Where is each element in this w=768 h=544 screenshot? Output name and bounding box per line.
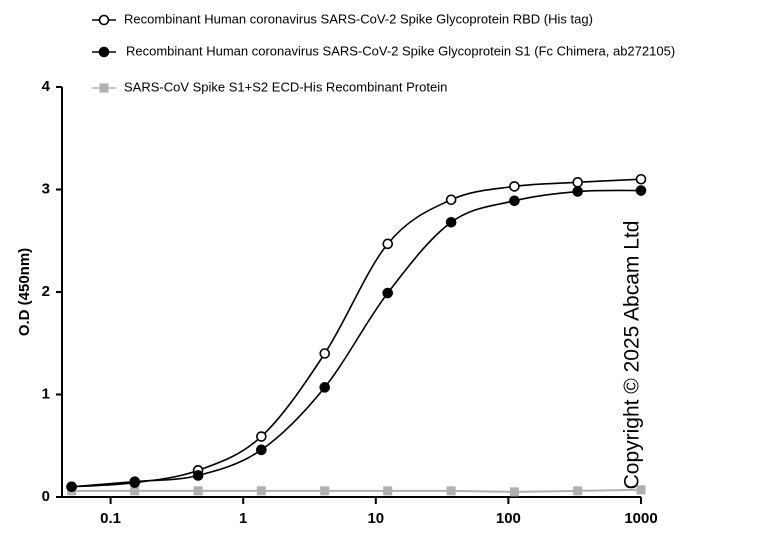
marker	[319, 348, 331, 359]
marker	[573, 486, 583, 496]
marker	[193, 486, 203, 496]
marker	[319, 382, 331, 393]
x-tick-label: 10	[367, 510, 384, 527]
marker	[320, 486, 330, 496]
marker	[256, 444, 267, 456]
marker	[192, 470, 204, 481]
marker	[256, 486, 266, 496]
x-tick-label: 100	[496, 510, 521, 527]
legend-marker	[98, 14, 110, 26]
marker	[445, 194, 457, 206]
marker	[129, 476, 141, 487]
y-tick-label: 1	[42, 385, 50, 402]
x-tick-label: 1	[239, 510, 247, 527]
x-tick-label: 1000	[624, 510, 657, 527]
legend-marker	[99, 83, 109, 93]
y-axis-label: O.D (450nm)	[16, 248, 33, 336]
legend-marker	[98, 46, 110, 58]
marker	[445, 217, 457, 228]
marker	[635, 173, 647, 185]
watermark: Copyright © 2025 Abcam Ltd	[621, 221, 644, 490]
legend-label: Recombinant Human coronavirus SARS-CoV-2…	[126, 43, 675, 58]
marker	[509, 487, 519, 497]
x-tick-label: 0.1	[100, 510, 121, 527]
y-tick-label: 3	[42, 180, 50, 197]
marker	[572, 177, 583, 188]
marker	[383, 486, 393, 496]
series-line	[71, 189, 642, 488]
y-tick-label: 2	[42, 283, 50, 300]
marker	[256, 431, 267, 442]
legend-label: SARS-CoV Spike S1+S2 ECD-His Recombinant…	[124, 79, 447, 94]
marker	[66, 481, 77, 493]
marker	[382, 238, 394, 250]
legend-label: Recombinant Human coronavirus SARS-CoV-2…	[124, 11, 593, 26]
y-tick-label: 4	[42, 78, 51, 95]
series-line	[71, 488, 642, 493]
series-line	[71, 178, 642, 488]
marker	[382, 287, 394, 299]
marker	[572, 186, 583, 197]
marker	[509, 195, 520, 207]
marker	[635, 185, 647, 196]
marker	[130, 486, 140, 496]
marker	[636, 485, 646, 495]
marker	[509, 181, 520, 192]
marker	[446, 486, 456, 496]
y-tick-label: 0	[42, 488, 50, 505]
